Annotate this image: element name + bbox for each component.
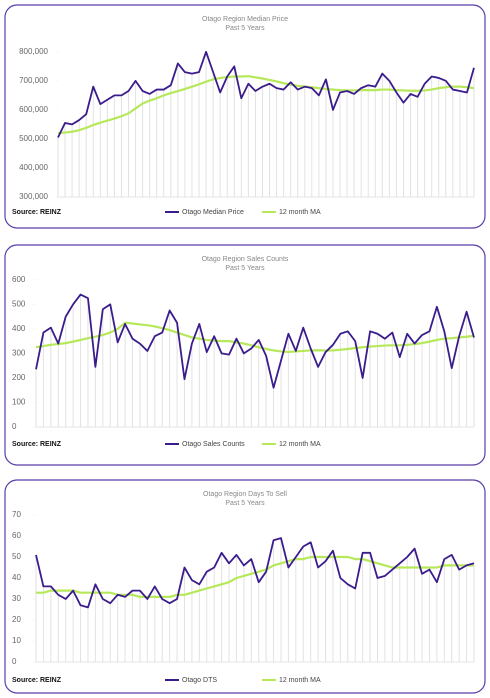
legend-label: Otago DTS <box>182 677 217 684</box>
card <box>4 479 486 694</box>
y-tick-label: 50 <box>12 552 21 561</box>
series-line <box>35 293 475 389</box>
y-tick-label: 600,000 <box>19 105 48 114</box>
y-tick-label: 100 <box>12 398 26 407</box>
y-tick-label: 500,000 <box>19 134 48 143</box>
legend-label: 12 month MA <box>279 209 321 216</box>
chart-title: Otago Region Days To Sell <box>203 491 287 498</box>
source: Source: REINZ <box>12 441 62 448</box>
source: Source: REINZ <box>12 677 62 684</box>
y-tick-label: 70 <box>12 510 21 519</box>
legend-label: Otago Sales Counts <box>182 441 245 448</box>
chart-subtitle: Past 5 Years <box>225 265 265 272</box>
y-tick-label: 500 <box>12 299 26 308</box>
y-tick-label: 300,000 <box>19 192 48 201</box>
y-tick-label: 300 <box>12 349 26 358</box>
y-tick-label: 700,000 <box>19 76 48 85</box>
source: Source: REINZ <box>12 209 62 216</box>
series-line <box>57 50 475 138</box>
y-tick-label: 60 <box>12 531 21 540</box>
series-line <box>35 321 475 354</box>
y-tick-label: 400 <box>12 324 26 333</box>
y-tick-label: 10 <box>12 636 21 645</box>
y-tick-label: 20 <box>12 615 21 624</box>
card <box>4 4 486 229</box>
y-tick-label: 200 <box>12 373 26 382</box>
y-tick-label: 0 <box>12 657 17 666</box>
legend-label: 12 month MA <box>279 677 321 684</box>
card <box>4 244 486 466</box>
y-tick-label: 40 <box>12 573 21 582</box>
chart-subtitle: Past 5 Years <box>225 500 265 507</box>
y-tick-label: 30 <box>12 594 21 603</box>
y-tick-label: 400,000 <box>19 163 48 172</box>
legend-label: 12 month MA <box>279 441 321 448</box>
chart-subtitle: Past 5 Years <box>225 25 265 32</box>
series-line <box>57 75 475 135</box>
legend-label: Otago Median Price <box>182 209 244 216</box>
y-tick-label: 600 <box>12 275 26 284</box>
y-tick-label: 800,000 <box>19 47 48 56</box>
series-line <box>35 537 475 609</box>
chart-title: Otago Region Median Price <box>202 16 288 23</box>
chart-title: Otago Region Sales Counts <box>202 256 289 263</box>
y-tick-label: 0 <box>12 422 17 431</box>
